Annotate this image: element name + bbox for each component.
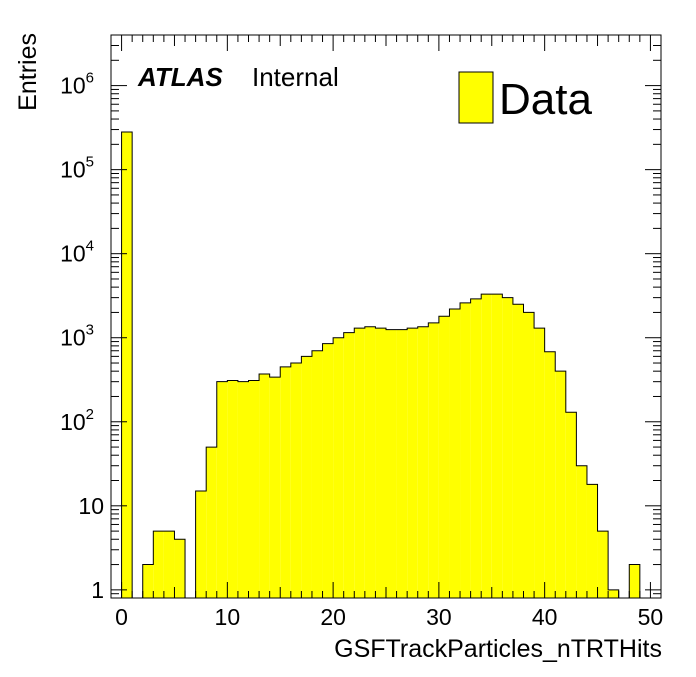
y-tick-label: 1 xyxy=(91,577,104,603)
histogram-bar xyxy=(586,484,598,598)
legend-label: Data xyxy=(499,75,592,124)
histogram-bar xyxy=(142,564,154,598)
histogram-bar xyxy=(364,326,376,598)
y-tick-label: 104 xyxy=(60,238,94,267)
histogram-bar xyxy=(534,328,545,598)
histogram-bar xyxy=(354,328,365,598)
x-axis-label: GSFTrackParticles_nTRTHits xyxy=(334,635,662,663)
histogram-bar xyxy=(449,308,461,598)
y-tick-label: 10 xyxy=(78,493,104,519)
atlas-label: ATLAS xyxy=(137,62,223,92)
legend-swatch xyxy=(458,71,494,124)
histogram-bar xyxy=(237,381,249,598)
internal-label: Internal xyxy=(252,62,339,92)
x-tick-label: 20 xyxy=(320,604,346,630)
histogram-bar xyxy=(576,465,587,598)
y-tick-label: 103 xyxy=(60,322,94,351)
histogram-bar xyxy=(195,491,207,598)
x-tick-label: 30 xyxy=(426,604,452,630)
histogram-bar xyxy=(491,294,503,598)
histogram-bar xyxy=(396,329,408,598)
histogram-bar xyxy=(417,326,429,598)
histogram-bar xyxy=(227,380,238,598)
x-tick-label: 40 xyxy=(532,604,558,630)
histogram-bar xyxy=(470,298,482,598)
histogram-bar xyxy=(322,343,334,598)
histogram-bar xyxy=(428,322,439,598)
histogram-bar xyxy=(206,447,217,598)
histogram-bar xyxy=(248,380,260,598)
histogram-bar xyxy=(280,366,291,598)
histogram-bar xyxy=(153,531,164,598)
histogram-outline xyxy=(111,131,661,599)
histogram-bar xyxy=(259,374,270,598)
ticks-layer xyxy=(110,34,662,599)
tick-labels: 0 10 20 30 40 50 1 10 102 103 104 105 106 xyxy=(60,70,663,630)
histogram-bar xyxy=(216,381,228,598)
histogram-bar xyxy=(121,132,133,598)
histogram-bar xyxy=(544,351,556,598)
bars-layer xyxy=(111,131,661,599)
histogram-bar xyxy=(629,564,640,598)
histogram-bar xyxy=(565,412,577,598)
histogram-bar xyxy=(460,302,471,598)
histogram-bar xyxy=(555,371,566,598)
histogram-bar xyxy=(481,294,492,598)
histogram-bar xyxy=(375,328,386,598)
histogram-bar xyxy=(290,363,302,598)
histogram-bar xyxy=(269,377,281,598)
histogram-bar xyxy=(311,350,323,598)
y-axis-label: Entries xyxy=(14,33,42,111)
histogram-bar xyxy=(512,304,524,598)
y-tick-label: 105 xyxy=(60,154,94,183)
histogram-bar xyxy=(174,539,186,598)
histogram-bar xyxy=(523,312,535,598)
x-tick-label: 50 xyxy=(638,604,664,630)
x-tick-label: 0 xyxy=(115,604,128,630)
histogram-bar xyxy=(597,531,609,598)
histogram-bar xyxy=(438,316,450,598)
histogram-bar xyxy=(407,328,418,598)
histogram-bar xyxy=(301,356,312,598)
histogram-bar xyxy=(608,589,619,598)
y-tick-label: 102 xyxy=(60,406,94,435)
x-tick-label: 10 xyxy=(215,604,241,630)
y-tick-label: 106 xyxy=(60,70,94,99)
histogram-bar xyxy=(502,297,513,598)
histogram-bar xyxy=(333,337,344,598)
histogram-bar xyxy=(343,332,355,598)
histogram-bar xyxy=(163,531,175,598)
histogram-bar xyxy=(386,329,397,598)
